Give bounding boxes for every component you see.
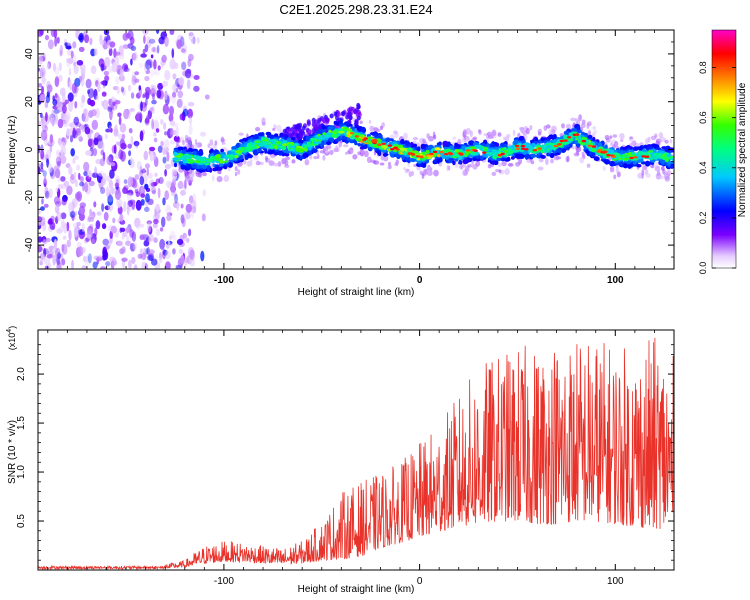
snr-frame — [37, 329, 675, 571]
snr-xlabel: Height of straight line (km) — [298, 584, 415, 595]
snr-ytick-label: 2.0 — [16, 367, 27, 381]
snr-axis-ticks: -100 0 100 0.5 1.0 1.5 2.0 — [16, 330, 675, 587]
spectrogram-ytick-label: 20 — [24, 96, 35, 108]
snr-y-multiplier: (x104) — [6, 326, 17, 350]
colorbar-label: Normalized spectral amplitude — [737, 82, 748, 217]
colorbar-gradient — [711, 29, 737, 269]
spectrogram-image — [38, 30, 674, 269]
snr-ytick-label: 1.5 — [16, 416, 27, 430]
snr-panel: -100 0 100 0.5 1.0 1.5 2.0 Height of straight … — [6, 326, 675, 595]
spectrogram-xtick-label: 100 — [607, 275, 624, 286]
snr-ytick-label: 1.0 — [16, 465, 27, 479]
colorbar-tick-label: 0.4 — [698, 162, 708, 175]
snr-xtick-label: 0 — [417, 576, 423, 587]
snr-series-line — [38, 337, 674, 570]
spectrogram-xtick-label: -100 — [214, 275, 234, 286]
colorbar-ticks: 0.0 0.2 0.4 0.6 0.8 — [698, 61, 736, 274]
colorbar: 0.0 0.2 0.4 0.6 0.8 Normalized spectral ampl… — [698, 29, 748, 274]
spectrogram-ytick-label: -20 — [24, 190, 35, 205]
spectrogram-ylabel: Frequency (Hz) — [7, 116, 18, 185]
figure-title: C2E1.2025.298.23.31.E24 — [279, 2, 432, 17]
spectrogram-ytick-label: -40 — [24, 237, 35, 252]
snr-xtick-label: -100 — [214, 576, 234, 587]
spectrogram-axis-ticks: -100 0 100 -40 -20 0 20 40 — [24, 29, 675, 286]
snr-ytick-label: 0.5 — [16, 514, 27, 528]
spectrogram-ytick-label: 40 — [24, 48, 35, 60]
colorbar-tick-label: 0.0 — [698, 262, 708, 275]
spectrogram-ytick-label: 0 — [24, 146, 35, 152]
snr-ylabel: SNR (10 * v/v) — [7, 420, 18, 484]
colorbar-tick-label: 0.6 — [698, 111, 708, 124]
spectrogram-xtick-label: 0 — [417, 275, 423, 286]
spectrogram-xlabel: Height of straight line (km) — [298, 287, 415, 298]
colorbar-tick-label: 0.8 — [698, 61, 708, 74]
spectrogram-panel: -100 0 100 -40 -20 0 20 40 Height of straight l… — [7, 29, 675, 298]
colorbar-tick-label: 0.2 — [698, 212, 708, 225]
snr-xtick-label: 100 — [607, 576, 624, 587]
